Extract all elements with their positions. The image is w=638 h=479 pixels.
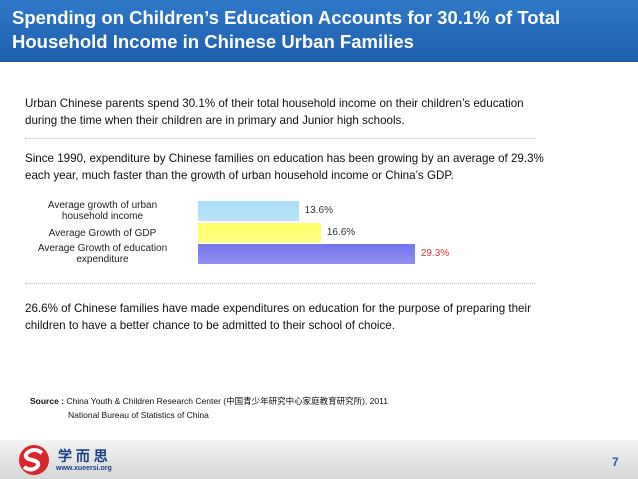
separator [25,138,535,139]
logo-name: 学 而 思 [58,448,108,464]
header-bar [0,0,638,62]
paragraph: Urban Chinese parents spend 30.1% of the… [25,97,524,127]
logo-url: www.xueersi.org [56,465,112,472]
paragraph: 26.6% of Chinese families have made expe… [25,302,531,332]
footer [0,440,638,479]
source-line: National Bureau of Statistics of China [68,410,209,420]
source-label: Source : [30,396,65,406]
bar [198,201,299,221]
value-label: 16.6% [326,227,356,238]
separator [25,283,535,284]
category-label: Average Growth of education expenditure [37,243,168,265]
title: Spending on Children’s Education Account… [12,7,561,52]
category-label: Average Growth of GDP [48,227,157,239]
value-label: 29.3% [420,248,450,259]
value-label: 13.6% [304,205,333,216]
source-line: Source : China Youth & Children Research… [30,394,388,408]
bar [198,244,415,264]
bar [198,223,321,243]
source-text: China Youth & Children Research Center (… [66,396,388,406]
logo-icon [19,445,49,475]
source: Source : China Youth & Children Research… [30,394,388,422]
category-label: Average growth of urban household income [47,200,158,222]
page-number: 7 [612,455,619,469]
paragraph: Since 1990, expenditure by Chinese famil… [25,152,544,182]
